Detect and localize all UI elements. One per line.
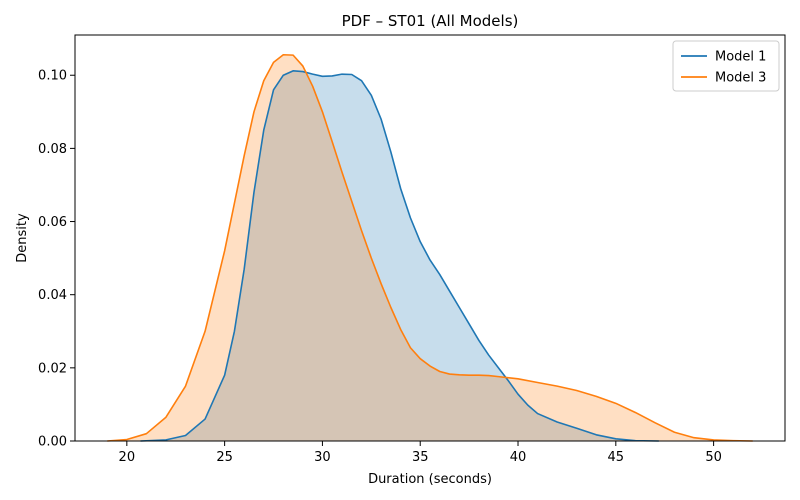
legend-label-model-1: Model 1 [715, 50, 766, 65]
series-line-model-1 [140, 70, 659, 442]
y-axis-label: Density [15, 213, 30, 263]
y-axis: 0.00 0.02 0.04 0.06 0.08 0.10 [38, 69, 75, 450]
x-tick-label: 30 [314, 450, 331, 465]
x-axis-label: Duration (seconds) [368, 472, 492, 487]
series-area-model-1 [140, 70, 659, 441]
plot-area [107, 53, 753, 442]
x-axis: 20 25 30 35 40 45 50 [119, 441, 722, 465]
x-tick-label: 45 [608, 450, 625, 465]
y-tick-label: 0.02 [38, 361, 67, 376]
x-tick-label: 50 [705, 450, 722, 465]
series-line-model-3 [107, 53, 753, 442]
y-tick-label: 0.10 [38, 69, 67, 84]
y-tick-label: 0.04 [38, 288, 67, 303]
x-tick-label: 20 [119, 450, 136, 465]
x-tick-label: 40 [510, 450, 527, 465]
series-area-model-3 [107, 54, 753, 441]
y-tick-label: 0.00 [38, 435, 67, 450]
x-tick-label: 35 [412, 450, 429, 465]
y-tick-label: 0.06 [38, 215, 67, 230]
chart-title: PDF – ST01 (All Models) [342, 12, 519, 30]
y-tick-label: 0.08 [38, 142, 67, 157]
plot-frame [74, 34, 786, 442]
legend-box [672, 40, 780, 92]
x-tick-label: 25 [216, 450, 233, 465]
legend-label-model-3: Model 3 [715, 71, 766, 86]
legend: Model 1 Model 3 [672, 40, 780, 92]
